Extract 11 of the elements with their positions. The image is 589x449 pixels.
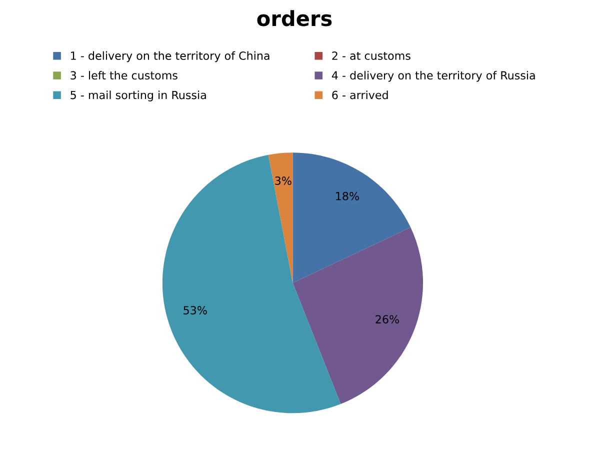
data-label: 26%: [376, 315, 399, 324]
legend-label: 6 - arrived: [332, 90, 388, 100]
legend-label: 4 - delivery on the territory of Russia: [332, 70, 535, 82]
data-label: 3%: [275, 176, 292, 185]
data-label: 53%: [184, 306, 207, 314]
data-label: 18%: [336, 192, 359, 200]
legend-label: 2 - at customs: [332, 52, 410, 60]
legend-label: 1 - delivery on the territory of China: [71, 51, 270, 62]
legend-label: 5 - mail sorting in Russia: [70, 90, 206, 102]
chart-title: orders: [257, 10, 332, 26]
legend-label: 3 - left the customs: [70, 70, 178, 80]
